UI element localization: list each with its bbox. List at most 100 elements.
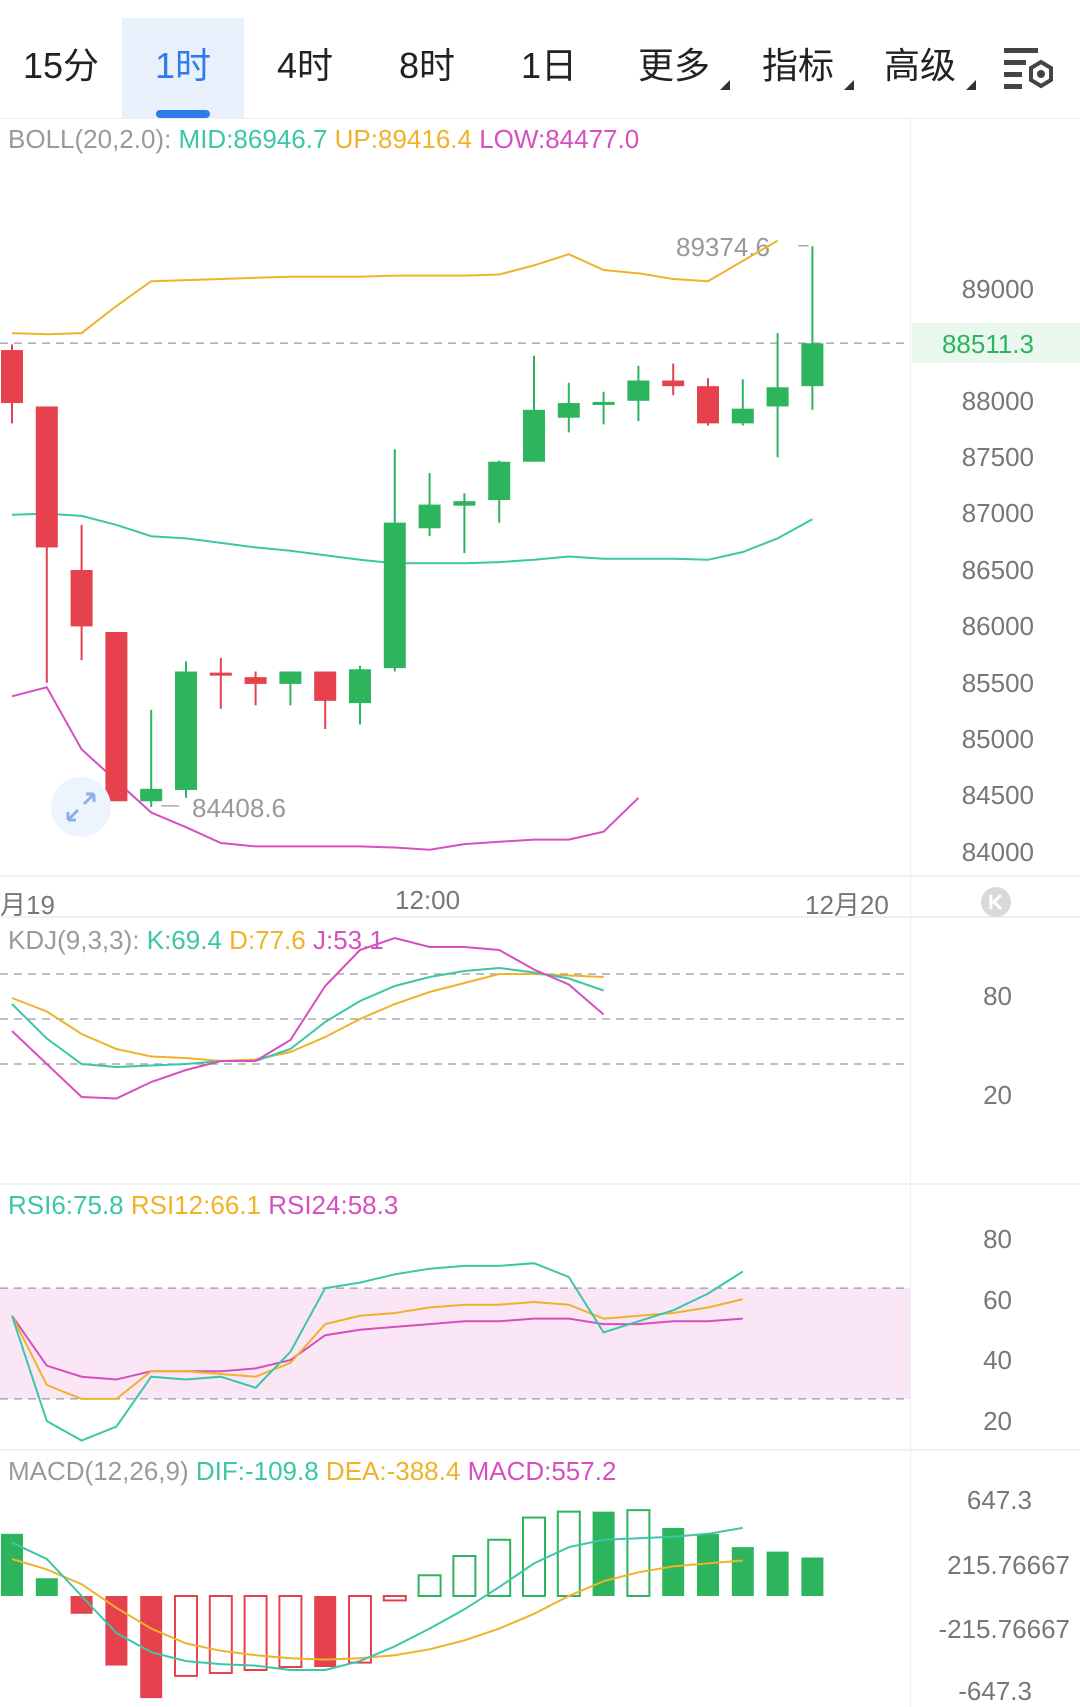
candle-body (105, 632, 128, 802)
macd-value: MACD:557.2 (467, 1456, 617, 1486)
macd-bar (731, 1547, 754, 1596)
rsi6: RSI6:75.8 (8, 1190, 124, 1220)
rsi-band (0, 1288, 910, 1399)
candle-body (453, 501, 476, 506)
candle-body (314, 671, 337, 701)
tab-advanced-label: 高级 (883, 45, 956, 86)
dea-line (11, 1558, 743, 1661)
current-price-tag (912, 323, 1080, 363)
macd-title: MACD(12,26,9) (8, 1456, 189, 1486)
time-label: 月19 (0, 890, 55, 920)
candle-body (383, 522, 406, 669)
candle-body (488, 461, 511, 501)
scroll-to-latest-icon[interactable] (980, 886, 1012, 918)
rsi24-line (11, 1315, 743, 1381)
boll-title: BOLL(20,2.0): (8, 124, 172, 154)
candle-body (175, 671, 197, 790)
macd-tick: 647.3 (966, 1485, 1032, 1515)
rsi-tick: 40 (983, 1345, 1012, 1375)
macd-tick: 215.76667 (947, 1550, 1070, 1580)
pane-divider (0, 875, 1080, 877)
macd-bar (208, 1595, 233, 1674)
candle-body (801, 343, 824, 387)
candle-body (70, 570, 93, 627)
tab-8h[interactable]: 8时 (398, 45, 456, 86)
candle-body (662, 380, 685, 387)
tab-1d[interactable]: 1日 (520, 45, 578, 86)
price-tick: 84500 (961, 780, 1034, 810)
macd-bar (348, 1595, 372, 1664)
price-tick: 87500 (961, 442, 1034, 472)
tab-4h[interactable]: 4时 (276, 45, 334, 86)
high-price-label: 89374.6 (676, 232, 770, 262)
candle-body (697, 386, 719, 424)
candle-body (279, 671, 302, 684)
candle-body (627, 380, 650, 401)
macd-bar (35, 1578, 58, 1596)
candle-body (349, 669, 371, 704)
macd-bar (662, 1527, 685, 1596)
boll-up: UP:89416.4 (334, 124, 472, 154)
rsi-tick: 20 (983, 1406, 1012, 1436)
active-tab-indicator (156, 110, 210, 118)
rsi-tick: 80 (983, 1224, 1012, 1254)
low-price-label: 84408.6 (192, 793, 286, 823)
macd-bar (1, 1533, 23, 1596)
rsi12: RSI12:66.1 (130, 1190, 261, 1220)
price-tick: 89000 (961, 274, 1034, 304)
macd-legend: MACD(12,26,9) DIF:-109.8 DEA:-388.4 MACD… (8, 1456, 616, 1487)
kdj-j-line (11, 936, 605, 1100)
macd-bar (174, 1595, 198, 1677)
macd-bar (801, 1557, 824, 1596)
tab-1h-label: 1时 (154, 45, 212, 86)
kdj-d: D:77.6 (229, 925, 306, 955)
tab-more-label: 更多 (637, 45, 710, 86)
dropdown-triangle-icon (966, 80, 976, 90)
candle-body (557, 403, 580, 418)
price-tick: 86500 (961, 555, 1034, 585)
pane-divider (0, 1183, 1080, 1185)
price-tick: 84000 (961, 837, 1034, 867)
kdj-k: K:69.4 (146, 925, 222, 955)
kdj-legend: KDJ(9,3,3): K:69.4 D:77.6 J:53.1 (8, 925, 384, 956)
pane-divider (0, 1449, 1080, 1451)
kdj-d-line (11, 973, 604, 1063)
candle-body (140, 788, 163, 802)
chart-settings-icon[interactable] (1000, 42, 1056, 98)
macd-bar (522, 1516, 546, 1598)
boll-mid: MID:86946.7 (178, 124, 328, 154)
price-tick: 85500 (961, 668, 1034, 698)
tab-1h[interactable]: 1时 (122, 18, 244, 118)
expand-icon[interactable] (50, 776, 112, 838)
macd-bar (417, 1574, 442, 1598)
candle-body (209, 672, 232, 676)
candle-body (244, 677, 267, 684)
kdj-title: KDJ(9,3,3): (8, 925, 140, 955)
price-tick: 87000 (961, 498, 1034, 528)
dropdown-triangle-icon (844, 80, 854, 90)
kdj-k-line (11, 966, 604, 1069)
macd-bar (140, 1596, 163, 1699)
dropdown-triangle-icon (720, 80, 730, 90)
current-price: 88511.3 (941, 329, 1034, 359)
candle-body (766, 387, 789, 407)
dif-line (11, 1526, 743, 1671)
macd-bar (452, 1555, 477, 1598)
tab-indicators[interactable]: 指标 (748, 18, 854, 118)
time-label: 12月20 (805, 890, 889, 920)
boll-legend: BOLL(20,2.0): MID:86946.7 UP:89416.4 LOW… (8, 124, 639, 155)
price-tick: 86000 (961, 611, 1034, 641)
tab-more[interactable]: 更多 (624, 18, 730, 118)
rsi-legend: RSI6:75.8 RSI12:66.1 RSI24:58.3 (8, 1190, 398, 1221)
macd-bar (697, 1533, 719, 1596)
kdj-tick: 20 (983, 1080, 1012, 1110)
macd-tick: -215.76667 (938, 1614, 1070, 1644)
macd-bar (243, 1595, 268, 1671)
macd-bar (314, 1596, 337, 1668)
candle-body (1, 350, 23, 404)
candle-body (418, 504, 441, 529)
tab-15m[interactable]: 15分 (22, 45, 100, 86)
axis-divider (910, 118, 911, 1707)
tab-advanced[interactable]: 高级 (870, 18, 976, 118)
